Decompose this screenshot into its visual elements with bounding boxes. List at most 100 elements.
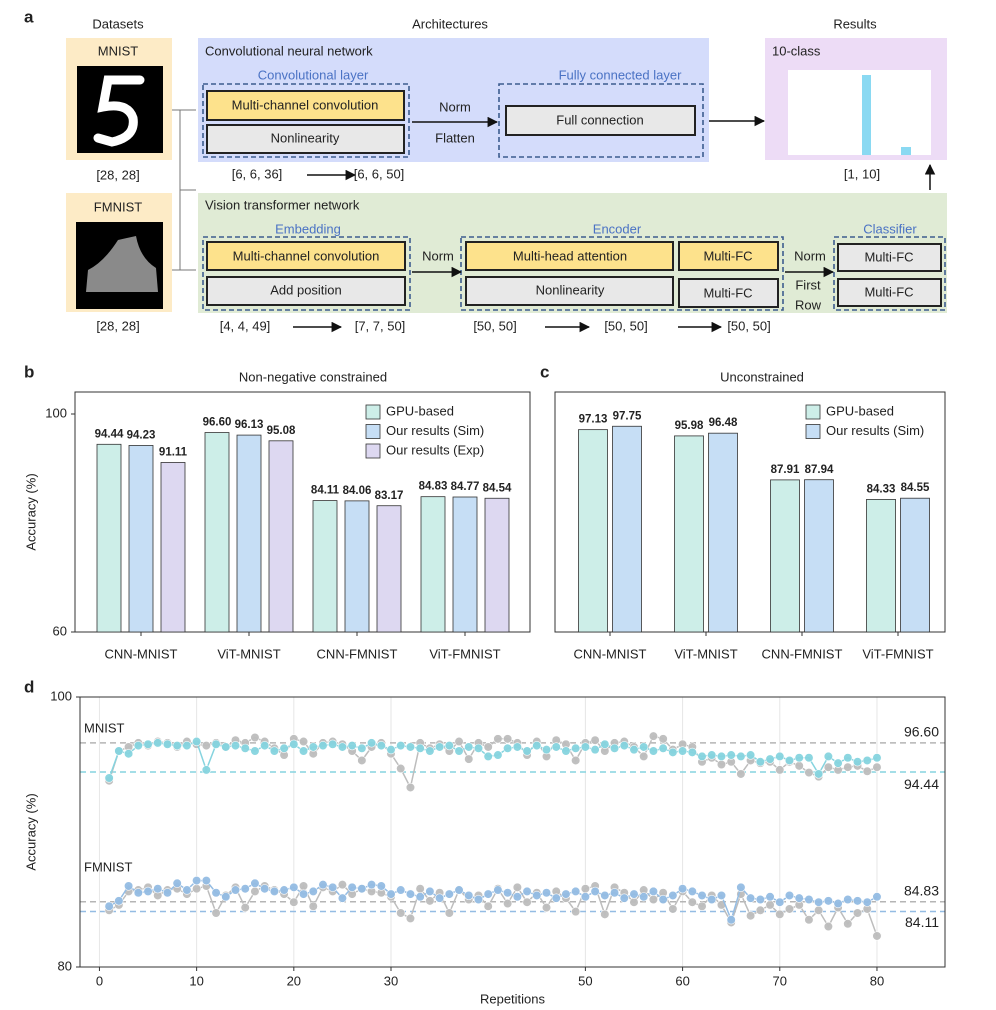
data-point	[396, 763, 406, 774]
value-label: 87.94	[805, 464, 834, 476]
value-label: 84.11	[311, 485, 340, 497]
group-label: Embedding	[275, 221, 341, 236]
data-point	[823, 751, 833, 762]
x-tick-label: ViT-FMNIST	[429, 646, 500, 661]
data-point	[687, 747, 697, 757]
data-point	[697, 901, 707, 911]
data-point	[775, 897, 785, 907]
data-point	[201, 765, 211, 775]
data-point	[609, 888, 620, 898]
value-label: 95.98	[675, 420, 704, 432]
y-tick-label: 100	[45, 405, 67, 420]
header: Datasets	[92, 16, 144, 31]
data-point	[707, 894, 717, 905]
bar	[866, 499, 896, 633]
data-point	[279, 743, 289, 753]
data-point	[328, 882, 338, 892]
data-point	[493, 750, 503, 760]
data-point	[571, 907, 581, 917]
data-point	[833, 758, 843, 768]
shape: [28, 28]	[96, 167, 139, 182]
op-label: Norm	[439, 99, 471, 114]
data-point	[162, 739, 173, 749]
value-label: 96.48	[709, 417, 738, 429]
data-point	[279, 885, 289, 895]
data-point	[192, 884, 202, 894]
data-point	[697, 751, 707, 762]
data-point	[823, 762, 833, 772]
data-point	[298, 736, 309, 747]
value-label: 96.60	[203, 417, 232, 429]
data-point	[250, 746, 260, 756]
data-point	[668, 747, 678, 757]
block	[678, 241, 779, 271]
data-point	[794, 761, 804, 771]
data-point	[260, 740, 270, 751]
data-point	[308, 886, 318, 897]
data-point	[512, 882, 522, 892]
result-bar	[862, 75, 871, 155]
data-point	[823, 896, 833, 906]
data-point	[600, 890, 610, 901]
data-point	[600, 739, 610, 749]
block-label: Multi-FC	[703, 285, 752, 300]
data-point	[444, 889, 454, 899]
data-point	[153, 884, 163, 894]
reference-label: 96.60	[904, 724, 939, 740]
data-point	[172, 878, 182, 888]
data-point	[804, 894, 814, 905]
shape: [1, 10]	[844, 166, 880, 181]
data-point	[221, 892, 231, 902]
data-point	[357, 755, 367, 766]
data-point	[298, 889, 309, 899]
data-point	[687, 897, 697, 907]
panel-label: b	[24, 362, 34, 381]
data-point	[512, 892, 522, 902]
data-point	[522, 886, 532, 897]
annotation: MNIST	[84, 720, 125, 735]
data-point	[639, 892, 649, 902]
x-tick-label: CNN-FMNIST	[762, 646, 843, 661]
group-label: Encoder	[593, 221, 642, 236]
data-point	[590, 745, 600, 755]
shape: [4, 4, 49]	[220, 318, 271, 333]
data-point	[541, 888, 552, 898]
data-point	[609, 743, 620, 753]
data-point	[561, 889, 571, 899]
plot-frame	[554, 391, 946, 633]
bar	[204, 432, 230, 633]
bar	[236, 434, 262, 633]
data-point	[775, 751, 785, 762]
data-point	[444, 740, 454, 751]
value-label: 94.44	[95, 428, 124, 440]
data-point	[862, 755, 872, 766]
block-label: Multi-FC	[703, 248, 752, 263]
data-point	[784, 755, 795, 766]
x-tick-label: CNN-MNIST	[574, 646, 647, 661]
data-point	[668, 904, 678, 914]
data-point	[804, 915, 814, 925]
data-point	[337, 893, 348, 903]
data-point	[347, 740, 357, 751]
x-tick-label: ViT-MNIST	[674, 646, 737, 661]
data-point	[425, 896, 435, 906]
shape: [6, 6, 36]	[232, 166, 283, 181]
data-point	[726, 915, 736, 925]
data-point	[123, 749, 134, 759]
legend-label: Our results (Sim)	[386, 423, 484, 438]
block-label: Multi-channel convolution	[233, 248, 380, 263]
data-point	[396, 908, 406, 918]
data-point	[337, 742, 348, 752]
data-point	[532, 740, 542, 751]
value-label: 97.13	[579, 414, 608, 426]
y-tick-label: 60	[53, 623, 67, 638]
data-point	[716, 890, 727, 901]
shape: [6, 6, 50]	[354, 166, 405, 181]
block	[837, 278, 942, 307]
data-point	[376, 740, 386, 751]
data-point	[376, 881, 386, 891]
data-point	[765, 900, 775, 910]
panel-label: a	[24, 7, 34, 26]
group-label: Convolutional layer	[258, 67, 369, 82]
reference-label: 84.83	[904, 882, 939, 898]
